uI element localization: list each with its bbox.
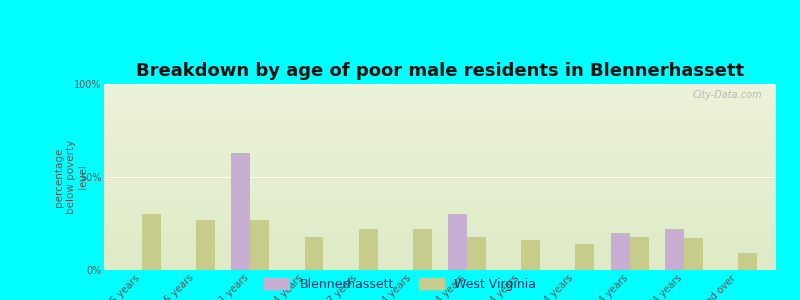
Title: Breakdown by age of poor male residents in Blennerhassett: Breakdown by age of poor male residents … [136, 62, 744, 80]
Bar [630, 236, 649, 270]
Legend: Blennerhassett, West Virginia: Blennerhassett, West Virginia [264, 278, 536, 291]
Bar [522, 240, 540, 270]
Bar [738, 253, 757, 270]
Bar [413, 229, 432, 270]
Bar [142, 214, 161, 270]
Bar [305, 236, 323, 270]
Bar [610, 233, 630, 270]
Y-axis label: percentage
below poverty
level: percentage below poverty level [54, 140, 87, 214]
Bar [196, 220, 215, 270]
Text: City-Data.com: City-Data.com [693, 90, 762, 100]
Bar [358, 229, 378, 270]
Bar [250, 220, 270, 270]
Bar [575, 244, 594, 270]
Bar [448, 214, 467, 270]
Bar [684, 238, 703, 270]
Bar [467, 236, 486, 270]
Bar [665, 229, 684, 270]
Bar [231, 153, 250, 270]
